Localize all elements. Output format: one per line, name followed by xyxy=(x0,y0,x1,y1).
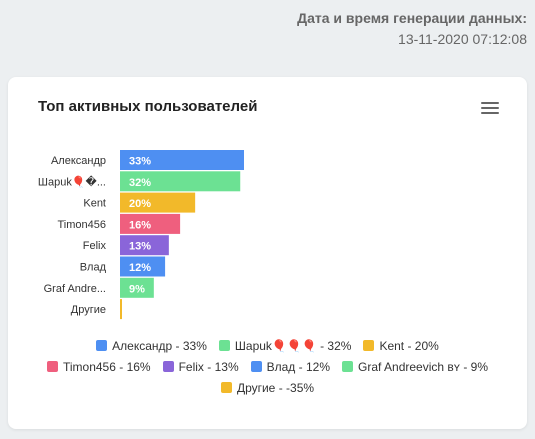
bar-category-label: Влад xyxy=(80,262,107,274)
top-users-card: Топ активных пользователей Александр 33% Ш… xyxy=(8,77,527,429)
legend-swatch xyxy=(46,361,58,372)
legend-swatch xyxy=(96,340,108,351)
bar-value-label: 9% xyxy=(129,283,145,295)
generation-info: Дата и время генерации данных: 13-11-202… xyxy=(297,8,527,49)
legend-item[interactable]: Timon456 - 16% xyxy=(46,359,151,374)
bar-value-label: 13% xyxy=(129,241,151,253)
bar-3[interactable] xyxy=(120,213,181,234)
bar-value-label: 32% xyxy=(129,177,151,189)
bar-4[interactable] xyxy=(120,235,169,256)
legend-item[interactable]: Felix - 13% xyxy=(162,359,239,374)
bar-5[interactable] xyxy=(120,256,166,277)
bar-0[interactable] xyxy=(120,150,244,170)
bar-category-label: Felix xyxy=(83,240,107,252)
bar-value-label: 12% xyxy=(129,262,151,274)
legend-label: Влад - 12% xyxy=(266,359,330,374)
legend-item[interactable]: Kent - 20% xyxy=(363,338,439,353)
legend-label: Felix - 13% xyxy=(178,359,239,374)
legend-item[interactable]: Graf Andreevich ʙʏ - 9% xyxy=(342,360,488,374)
generation-label: Дата и время генерации данных: xyxy=(297,10,527,26)
legend-label: Kent - 20% xyxy=(379,338,439,353)
bar-category-label: Kent xyxy=(83,198,106,210)
hamburger-menu-icon[interactable] xyxy=(481,102,499,116)
chart-legend: Александр - 33% Шарuk🎈🎈🎈 - 32% Kent - 20% … xyxy=(8,335,527,398)
legend-label: Шарuk🎈🎈🎈 - 32% xyxy=(234,338,352,353)
card-title: Топ активных пользователей xyxy=(38,98,258,115)
bar-6[interactable] xyxy=(120,277,154,298)
legend-swatch xyxy=(250,361,262,372)
bar-category-label: Graf Andre... xyxy=(44,283,106,295)
bar-value-label: 20% xyxy=(129,198,151,210)
legend-label: Timon456 - 16% xyxy=(62,359,151,374)
bar-value-label: 33% xyxy=(129,156,151,168)
generation-datetime: 13-11-2020 07:12:08 xyxy=(398,31,527,47)
bar-1[interactable] xyxy=(120,171,241,192)
bar-7[interactable] xyxy=(120,299,122,320)
bar-category-label: Александр xyxy=(51,155,106,167)
legend-swatch xyxy=(220,382,232,393)
legend-item[interactable]: Шарuk🎈🎈🎈 - 32% xyxy=(218,338,352,353)
legend-label: Graf Andreevich ʙʏ - 9% xyxy=(358,359,488,374)
legend-swatch xyxy=(218,340,230,351)
bar-2[interactable] xyxy=(120,192,196,213)
legend-swatch xyxy=(342,361,353,372)
bar-category-label: Timon456 xyxy=(57,219,106,231)
bar-value-label: 16% xyxy=(129,219,151,231)
legend-item[interactable]: Александр - 33% xyxy=(96,339,207,353)
legend-label: Другие - -35% xyxy=(236,380,315,395)
legend-label: Александр - 33% xyxy=(112,338,207,353)
bar-category-label: Шарuk🎈�... xyxy=(38,174,106,188)
legend-item[interactable]: Влад - 12% xyxy=(250,359,330,374)
bar-category-label: Другие xyxy=(71,304,106,316)
legend-swatch xyxy=(363,340,375,351)
legend-item[interactable]: Другие - -35% xyxy=(220,380,315,395)
legend-swatch xyxy=(162,361,174,372)
bar-chart: Александр 33% Шарuk🎈�... 32% Kent 20% Timon456… xyxy=(38,150,244,320)
